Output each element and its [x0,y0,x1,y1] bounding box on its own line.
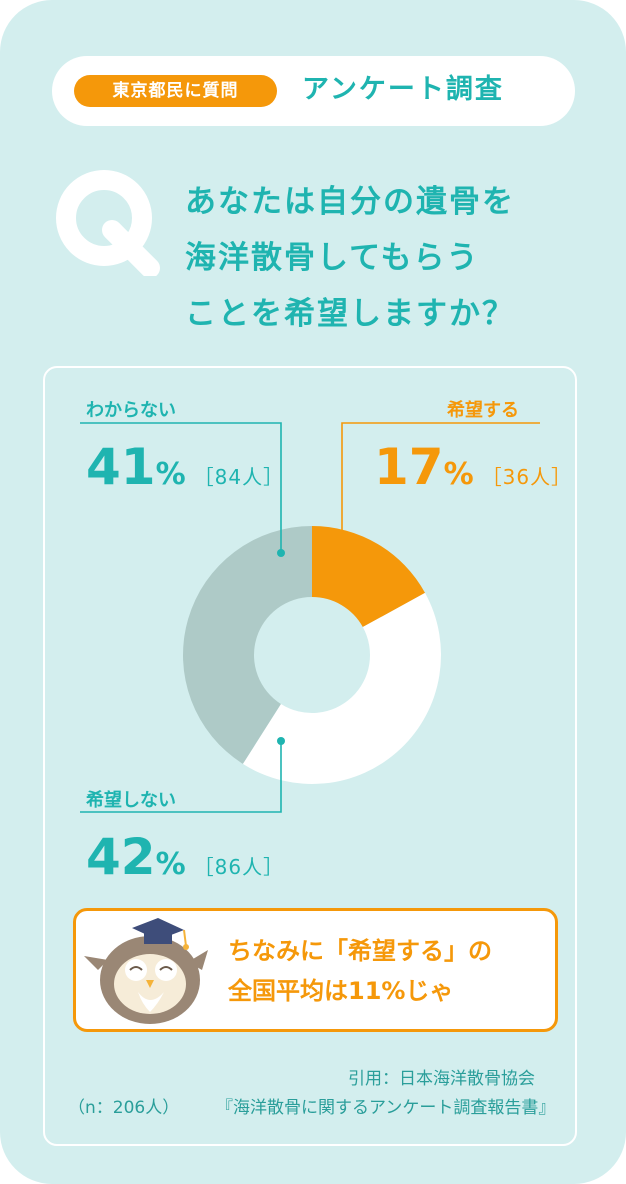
survey-title: アンケート調査 [302,74,504,105]
legend-label-yes: 希望する [447,400,519,421]
pct-sign: % [155,457,186,492]
pct-value-yes: 17 [374,438,444,496]
pct-yes: 17% ［36人］ [374,438,572,496]
survey-tag: 東京都民に質問 [74,75,277,107]
sample-size: （n：206人） [68,1098,180,1118]
q-mark-icon [56,170,160,276]
count-yes: ［36人］ [481,465,573,489]
pct-value-no: 42 [86,828,156,886]
question-line: ことを希望しますか？ [185,296,515,332]
source-report: 『海洋散骨に関するアンケート調査報告書』 [216,1098,556,1118]
legend-label-unknown: わからない [86,400,176,421]
leader-unknown-dot [277,549,285,557]
pct-value-unknown: 41 [86,438,156,496]
question-line: 海洋散骨してもらう [185,240,480,276]
source-citation: 引用：日本海洋散骨協会 [348,1069,535,1089]
count-no: ［86人］ [193,855,285,879]
slice-no [242,592,441,784]
slice-unknown [183,526,312,764]
note-line: ちなみに「希望する」の [228,937,492,965]
legend-label-no: 希望しない [86,790,176,811]
note-text: ちなみに「希望する」の 全国平均は11%じゃ [228,931,492,1011]
pct-unknown: 41% ［84人］ [86,438,284,496]
pct-sign: % [443,457,474,492]
leader-unknown [80,422,282,553]
note-line: 全国平均は11%じゃ [228,977,454,1005]
leader-yes [341,422,540,553]
owl-mascot-icon [84,918,208,1024]
leader-yes-dot [338,549,346,557]
chart-panel [43,366,577,1146]
header-pill: 東京都民に質問 アンケート調査 [52,56,575,126]
question-line: あなたは自分の遺骨を [185,184,515,220]
pct-sign: % [155,847,186,882]
pct-no: 42% ［86人］ [86,828,284,886]
count-unknown: ［84人］ [193,465,285,489]
leader-no [80,741,282,813]
question-text: あなたは自分の遺骨を 海洋散骨してもらう ことを希望しますか？ [185,174,605,342]
leader-no-dot [277,737,285,745]
